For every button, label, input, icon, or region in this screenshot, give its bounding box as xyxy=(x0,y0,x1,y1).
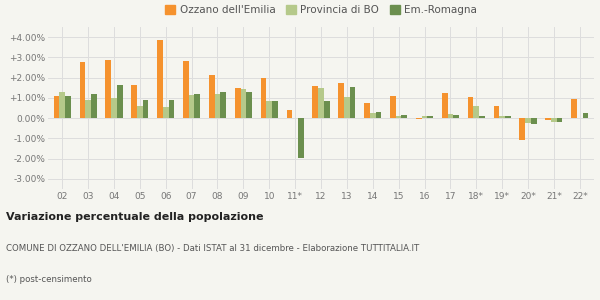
Bar xyxy=(106,60,111,118)
Bar xyxy=(401,115,407,118)
Bar xyxy=(53,96,59,118)
Bar xyxy=(338,83,344,118)
Bar xyxy=(344,97,350,118)
Bar xyxy=(422,116,427,118)
Bar xyxy=(111,98,117,118)
Text: (*) post-censimento: (*) post-censimento xyxy=(6,274,92,284)
Bar xyxy=(583,113,589,118)
Bar xyxy=(220,92,226,118)
Bar xyxy=(364,103,370,118)
Bar xyxy=(390,96,396,118)
Bar xyxy=(157,40,163,118)
Bar xyxy=(59,92,65,118)
Bar xyxy=(350,87,355,118)
Bar xyxy=(235,88,241,118)
Bar xyxy=(324,101,329,118)
Bar xyxy=(473,106,479,118)
Bar xyxy=(376,112,381,118)
Bar xyxy=(505,116,511,118)
Bar xyxy=(448,114,453,118)
Bar xyxy=(520,118,525,140)
Bar xyxy=(80,62,85,118)
Bar xyxy=(468,97,473,118)
Bar xyxy=(557,118,562,122)
Bar xyxy=(85,100,91,118)
Bar xyxy=(370,113,376,118)
Bar xyxy=(287,110,292,118)
Bar xyxy=(261,78,266,118)
Bar xyxy=(209,75,215,118)
Bar xyxy=(298,118,304,158)
Bar xyxy=(396,116,401,118)
Bar xyxy=(318,88,324,118)
Bar xyxy=(442,93,448,118)
Bar xyxy=(91,94,97,118)
Bar xyxy=(272,101,278,118)
Bar xyxy=(531,118,536,124)
Bar xyxy=(453,115,459,118)
Bar xyxy=(137,106,143,118)
Text: COMUNE DI OZZANO DELL'EMILIA (BO) - Dati ISTAT al 31 dicembre - Elaborazione TUT: COMUNE DI OZZANO DELL'EMILIA (BO) - Dati… xyxy=(6,244,419,253)
Bar xyxy=(499,116,505,118)
Bar xyxy=(551,118,557,122)
Bar xyxy=(571,99,577,118)
Bar xyxy=(143,100,148,118)
Bar xyxy=(163,107,169,118)
Bar xyxy=(117,85,122,118)
Legend: Ozzano dell'Emilia, Provincia di BO, Em.-Romagna: Ozzano dell'Emilia, Provincia di BO, Em.… xyxy=(165,5,477,15)
Bar xyxy=(189,95,194,118)
Bar xyxy=(131,85,137,118)
Text: Variazione percentuale della popolazione: Variazione percentuale della popolazione xyxy=(6,212,263,221)
Bar xyxy=(65,96,71,118)
Bar xyxy=(266,101,272,118)
Bar xyxy=(525,118,531,123)
Bar xyxy=(241,89,246,118)
Bar xyxy=(246,92,252,118)
Bar xyxy=(183,61,189,118)
Bar xyxy=(313,86,318,118)
Bar xyxy=(479,116,485,118)
Bar xyxy=(194,94,200,118)
Bar xyxy=(494,106,499,118)
Bar xyxy=(169,100,174,118)
Bar xyxy=(545,118,551,120)
Bar xyxy=(215,94,220,118)
Bar xyxy=(427,116,433,118)
Bar xyxy=(416,118,422,119)
